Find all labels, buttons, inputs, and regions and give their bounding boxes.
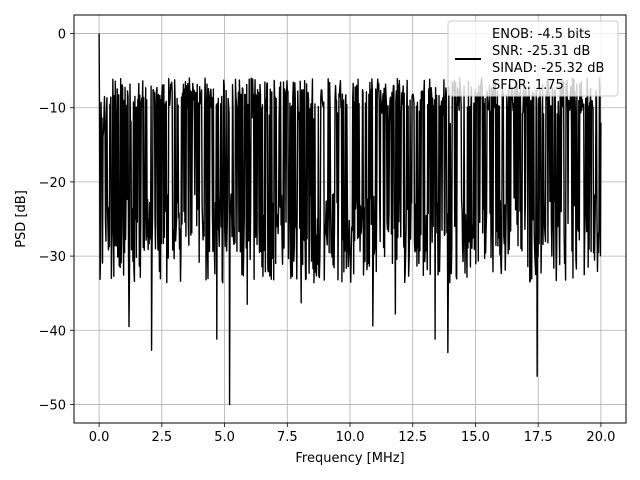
y-tick-label: −50 bbox=[39, 398, 66, 413]
x-tick-label: 7.5 bbox=[277, 430, 298, 445]
y-tick-label: −10 bbox=[39, 102, 66, 117]
legend: ENOB: -4.5 bits SNR: -25.31 dB SINAD: -2… bbox=[447, 20, 619, 97]
x-tick-label: 12.5 bbox=[398, 430, 427, 445]
x-tick-label: 17.5 bbox=[524, 430, 553, 445]
x-axis-ticks: 0.0 2.5 5.0 7.5 10.0 12.5 15.0 17.5 20.0 bbox=[89, 423, 615, 445]
y-axis-ticks: 0 −10 −20 −30 −40 −50 bbox=[39, 28, 74, 413]
x-tick-label: 5.0 bbox=[214, 430, 235, 445]
legend-snr: SNR: -25.31 dB bbox=[492, 44, 590, 59]
x-tick-label: 2.5 bbox=[151, 430, 172, 445]
psd-series bbox=[98, 33, 602, 406]
y-tick-label: −20 bbox=[39, 176, 66, 191]
legend-sinad: SINAD: -25.32 dB bbox=[492, 61, 604, 76]
legend-enob: ENOB: -4.5 bits bbox=[492, 27, 591, 42]
y-tick-label: 0 bbox=[58, 28, 66, 43]
legend-sfdr: SFDR: 1.75 bbox=[492, 78, 564, 93]
y-tick-label: −30 bbox=[39, 250, 66, 265]
x-tick-label: 0.0 bbox=[89, 430, 110, 445]
x-axis-label: Frequency [MHz] bbox=[295, 451, 404, 466]
y-tick-label: −40 bbox=[39, 324, 66, 339]
x-tick-label: 20.0 bbox=[586, 430, 615, 445]
psd-line bbox=[98, 33, 602, 406]
y-axis-label: PSD [dB] bbox=[14, 190, 29, 248]
x-tick-label: 10.0 bbox=[336, 430, 365, 445]
legend-box bbox=[447, 20, 619, 97]
x-tick-label: 15.0 bbox=[461, 430, 490, 445]
